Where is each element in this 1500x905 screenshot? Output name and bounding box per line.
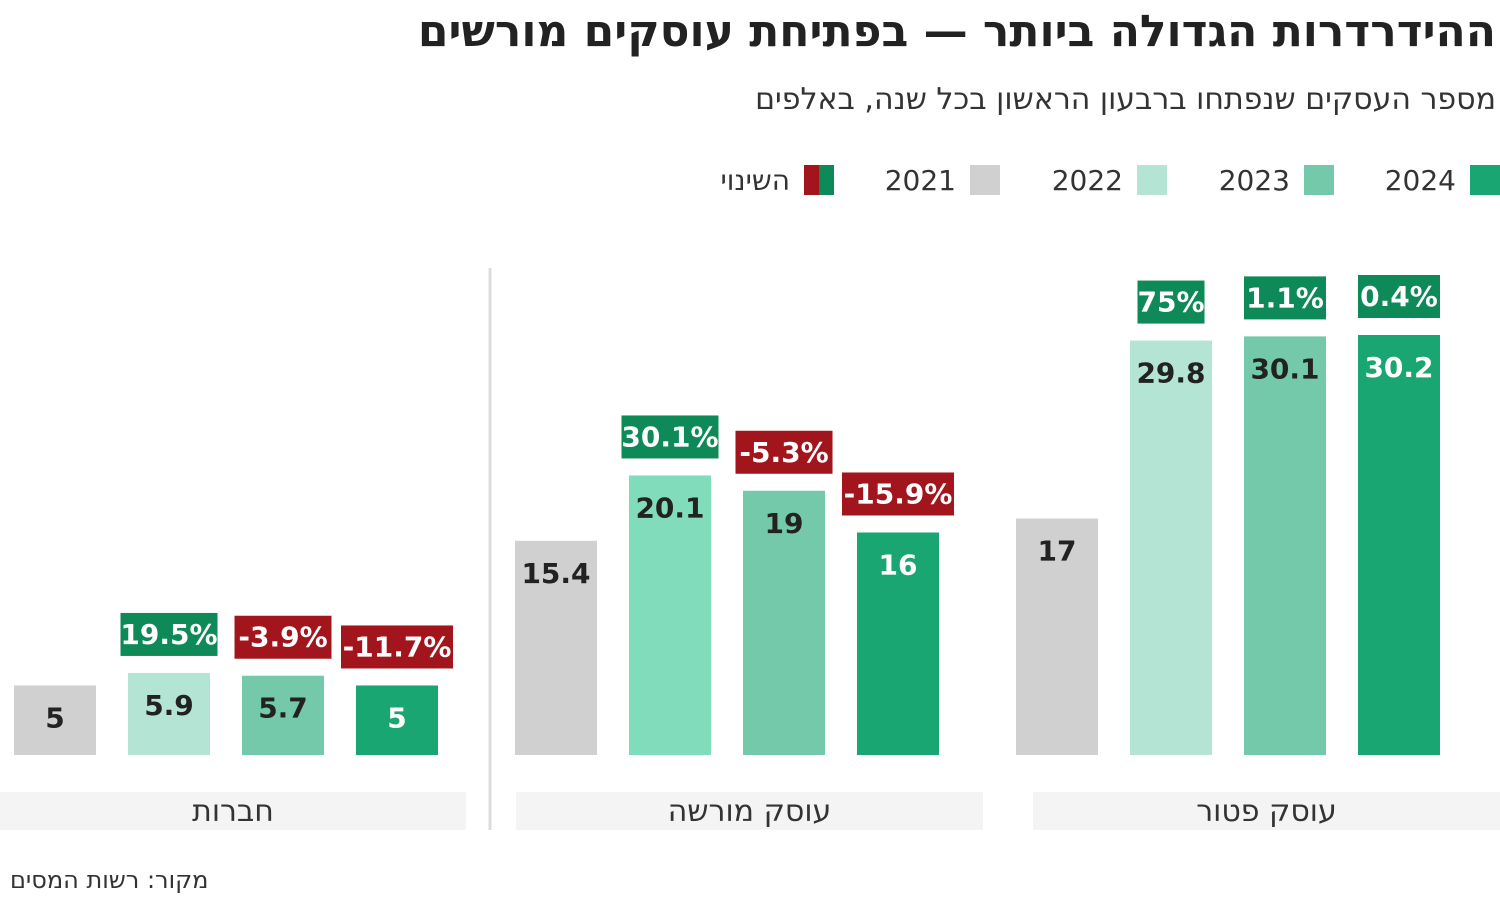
category-label: חברות [192,794,274,829]
bar-value-label: 20.1 [635,491,704,524]
change-badge [735,430,833,474]
bar [128,672,210,755]
legend-swatch-2022 [1137,165,1167,195]
category-label: עוסק מורשה [668,794,832,829]
legend-label-change: השינוי [720,163,791,197]
category-label: עוסק פטור [1196,794,1337,829]
legend-item-change: השינוי [720,160,834,200]
legend-swatch-2021 [970,165,1000,195]
bar [1130,340,1212,755]
bar-value-label: 16 [879,548,918,581]
bar [629,475,711,755]
bar [1016,518,1098,755]
legend-swatch-change [804,165,834,195]
legend-label-2024: 2024 [1384,163,1456,197]
legend-label-2022: 2022 [1051,163,1123,197]
change-badge-label: 30.1% [621,420,718,453]
bar-value-label: 5.9 [144,689,194,722]
change-badge [341,625,453,669]
change-badge-label: 19.5% [120,618,217,651]
bar-value-label: 5.7 [258,692,308,725]
bar-value-label: 5 [387,701,406,734]
bar-chart: עוסק פטור 17 29.8 75% 30.1 1.1% 30.2 0.4% עוסק מ… [0,268,1500,830]
change-badge-label: 75% [1137,286,1204,319]
legend-item-2022: 2022 [1052,160,1167,200]
legend-item-2024: 2024 [1385,160,1500,200]
bar-value-label: 5 [45,701,64,734]
bar-value-label: 15.4 [521,557,590,590]
chart-subtitle: מספר העסקים שנפתחו ברבעון הראשון בכל שנה… [755,82,1496,117]
bar-value-label: 17 [1038,535,1077,568]
change-badge [120,612,218,656]
bar [857,532,939,755]
legend-label-2021: 2021 [884,163,956,197]
bar [743,490,825,755]
bar [356,685,438,755]
source-note: מקור: רשות המסים [10,866,209,894]
change-badge [234,615,332,659]
change-badge [1137,280,1205,324]
bar-value-label: 30.2 [1364,351,1433,384]
legend-label-2023: 2023 [1218,163,1290,197]
change-badge [1358,275,1440,318]
legend-swatch-2024 [1470,165,1500,195]
change-badge-label: 1.1% [1246,281,1324,314]
bar [515,540,597,755]
bar [1244,336,1326,755]
category-band [0,792,466,830]
change-badge [621,415,719,459]
bar-value-label: 30.1 [1250,352,1319,385]
bar-value-label: 19 [765,507,804,540]
change-badge [842,472,954,516]
category-band [516,792,983,830]
legend-item-2023: 2023 [1219,160,1334,200]
change-badge-label: -15.9% [844,477,953,510]
change-badge-label: 0.4% [1360,280,1438,313]
change-badge-label: -5.3% [739,436,828,469]
change-badge-label: -3.9% [238,621,327,654]
chart-title: ההידרדרות הגדולה ביותר — בפתיחת עוסקים מ… [417,6,1496,57]
bar [14,685,96,755]
legend: 2024 2023 2022 2021 השינוי [0,160,1500,200]
legend-swatch-2023 [1304,165,1334,195]
bar [242,675,324,755]
bar [1358,335,1440,755]
category-band [1033,792,1500,830]
change-badge-label: -11.7% [343,630,452,663]
change-badge [1244,276,1326,320]
bar-value-label: 29.8 [1136,357,1205,390]
legend-item-2021: 2021 [885,160,1000,200]
